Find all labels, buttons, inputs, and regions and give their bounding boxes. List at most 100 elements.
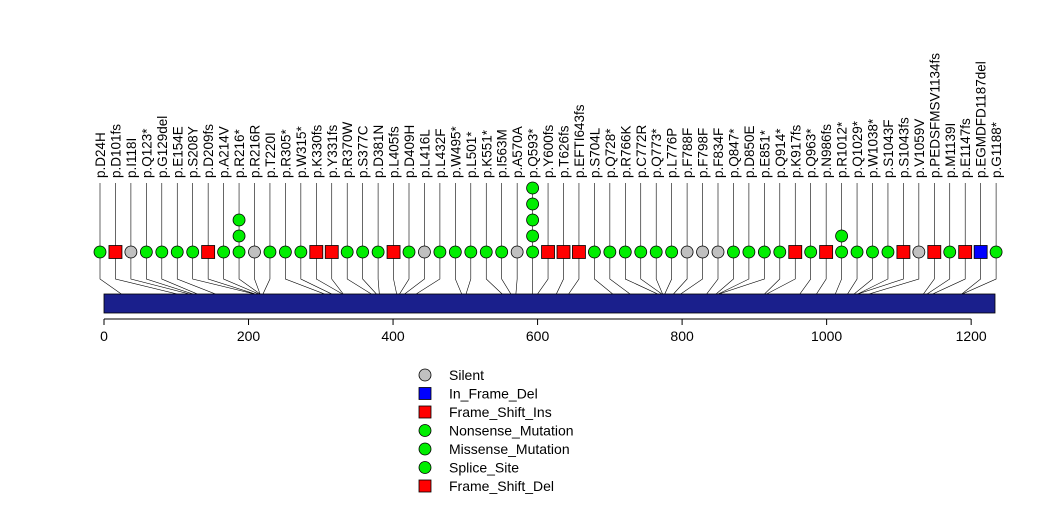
- mutation-marker: [680, 245, 694, 259]
- mutation-marker: [696, 245, 709, 259]
- mutation-label: p.EFTI643fs: [572, 104, 587, 178]
- mutation-marker: [93, 245, 107, 259]
- x-tick-label: 0: [100, 328, 108, 344]
- mutation-label: p.I118I: [124, 138, 139, 178]
- mutation-marker: [989, 245, 1003, 259]
- mutation-label: p.E154E: [170, 126, 185, 178]
- mutation-marker: [232, 213, 246, 227]
- mutation-label: p.S1043F: [881, 119, 896, 178]
- mutation-marker: [418, 245, 431, 259]
- mutation-marker: [727, 245, 740, 259]
- mutation-label: p.G1188*: [989, 121, 1004, 178]
- legend-swatch: [418, 442, 432, 456]
- legend-swatch: [418, 461, 432, 474]
- mutation-marker: [324, 245, 339, 259]
- mutation-label: p.Q847*: [726, 128, 741, 178]
- mutation-label: p.W495*: [448, 125, 463, 178]
- mutation-label: p.K551*: [479, 129, 494, 178]
- mutation-label: p.Q593*: [526, 128, 541, 178]
- mutation-marker: [464, 245, 478, 259]
- mutation-label: p.EGMDFD1187del: [974, 61, 989, 178]
- legend: Silent In_Frame_Del Frame_Shift_Ins Nonsens…: [418, 367, 574, 494]
- x-tick-label: 600: [526, 328, 550, 344]
- mutation-label: p.A214V: [217, 126, 232, 178]
- mutation-label: p.M1139I: [943, 123, 958, 178]
- mutation-label: p.D409H: [402, 125, 417, 178]
- legend-label: Missense_Mutation: [449, 441, 570, 457]
- legend-label: In_Frame_Del: [449, 386, 538, 402]
- legend-label: Frame_Shift_Ins: [449, 404, 552, 420]
- mutation-marker: [526, 245, 539, 259]
- mutation-label: p.F834F: [711, 128, 726, 178]
- mutation-labels: p.D24H p.D101fs p.I118I p.Q123* p.G129del p.E…: [93, 53, 1004, 178]
- mutation-label: p.W315*: [294, 125, 309, 178]
- mutation-marker: [340, 245, 354, 259]
- mutation-marker: [248, 245, 261, 259]
- mutation-label: p.G129del: [155, 116, 170, 178]
- mutation-marker: [835, 245, 848, 259]
- mutation-marker: [804, 245, 818, 259]
- mutation-label: p.D381N: [371, 125, 386, 178]
- mutation-marker: [371, 245, 385, 259]
- mutation-label: p.S1043fs: [896, 117, 911, 178]
- mutation-label: p.Q728*: [603, 128, 618, 178]
- mutation-marker: [526, 181, 539, 195]
- legend-swatch: [418, 479, 432, 493]
- mutation-marker: [278, 245, 292, 259]
- mutation-label: p.K330fs: [309, 124, 324, 178]
- mutation-label: p.C772R: [634, 124, 649, 178]
- mutation-label: p.S704L: [587, 127, 602, 178]
- mutation-marker: [155, 245, 169, 259]
- mutation-marker: [742, 245, 756, 259]
- mutation-label: p.S377C: [356, 125, 371, 178]
- mutation-marker: [186, 245, 200, 259]
- mutation-marker: [572, 245, 586, 259]
- mutation-label: p.T626fs: [557, 125, 572, 178]
- x-tick-label: 200: [237, 328, 261, 344]
- x-tick-label: 400: [381, 328, 405, 344]
- mutation-marker: [263, 245, 277, 259]
- mutation-marker: [510, 245, 524, 259]
- x-tick-label: 1200: [956, 328, 987, 344]
- mutation-label: p.D101fs: [108, 124, 123, 178]
- mutation-label: p.A570A: [510, 126, 525, 178]
- mutation-marker: [943, 245, 957, 259]
- mutation-marker: [526, 229, 539, 243]
- mutation-label: p.N986fs: [819, 124, 834, 178]
- mutation-marker: [588, 245, 601, 259]
- mutation-marker: [618, 245, 632, 259]
- mutation-marker: [526, 213, 539, 227]
- mutation-label: p.R766K: [618, 125, 633, 178]
- mutation-label: p.F788F: [680, 128, 695, 178]
- mutation-marker: [526, 197, 539, 211]
- mutation-label: p.T220I: [263, 132, 278, 178]
- mutation-marker: [386, 245, 401, 259]
- mutation-label: p.D24H: [93, 132, 108, 178]
- mutation-marker: [356, 245, 370, 259]
- mutation-marker: [912, 245, 926, 259]
- mutation-marker: [294, 245, 308, 259]
- mutation-marker: [217, 245, 231, 259]
- x-tick-label: 1000: [811, 328, 842, 344]
- mutation-label: p.K917fs: [788, 124, 803, 178]
- legend-swatch: [418, 405, 432, 419]
- mutation-label: p.E851*: [757, 129, 772, 178]
- mutation-marker: [232, 245, 246, 259]
- legend-swatch: [418, 368, 432, 382]
- mutation-marker: [850, 245, 864, 259]
- mutation-marker: [866, 245, 879, 259]
- mutation-label: p.I563M: [495, 129, 510, 178]
- mutation-marker: [773, 245, 787, 259]
- mutation-marker: [556, 245, 571, 259]
- mutation-marker: [448, 245, 462, 259]
- mutation-label: p.W1038*: [866, 118, 881, 178]
- mutation-marker: [881, 245, 895, 259]
- mutation-label: p.PEDSFMSV1134fs: [927, 53, 942, 178]
- mutation-label: p.L416L: [417, 129, 432, 178]
- mutation-label: p.D850E: [742, 125, 757, 178]
- mutation-marker: [124, 245, 138, 259]
- legend-label: Nonsense_Mutation: [449, 423, 574, 439]
- mutation-label: p.Q963*: [804, 128, 819, 178]
- legend-swatch: [418, 424, 432, 437]
- mutation-label: p.R216R: [248, 124, 263, 178]
